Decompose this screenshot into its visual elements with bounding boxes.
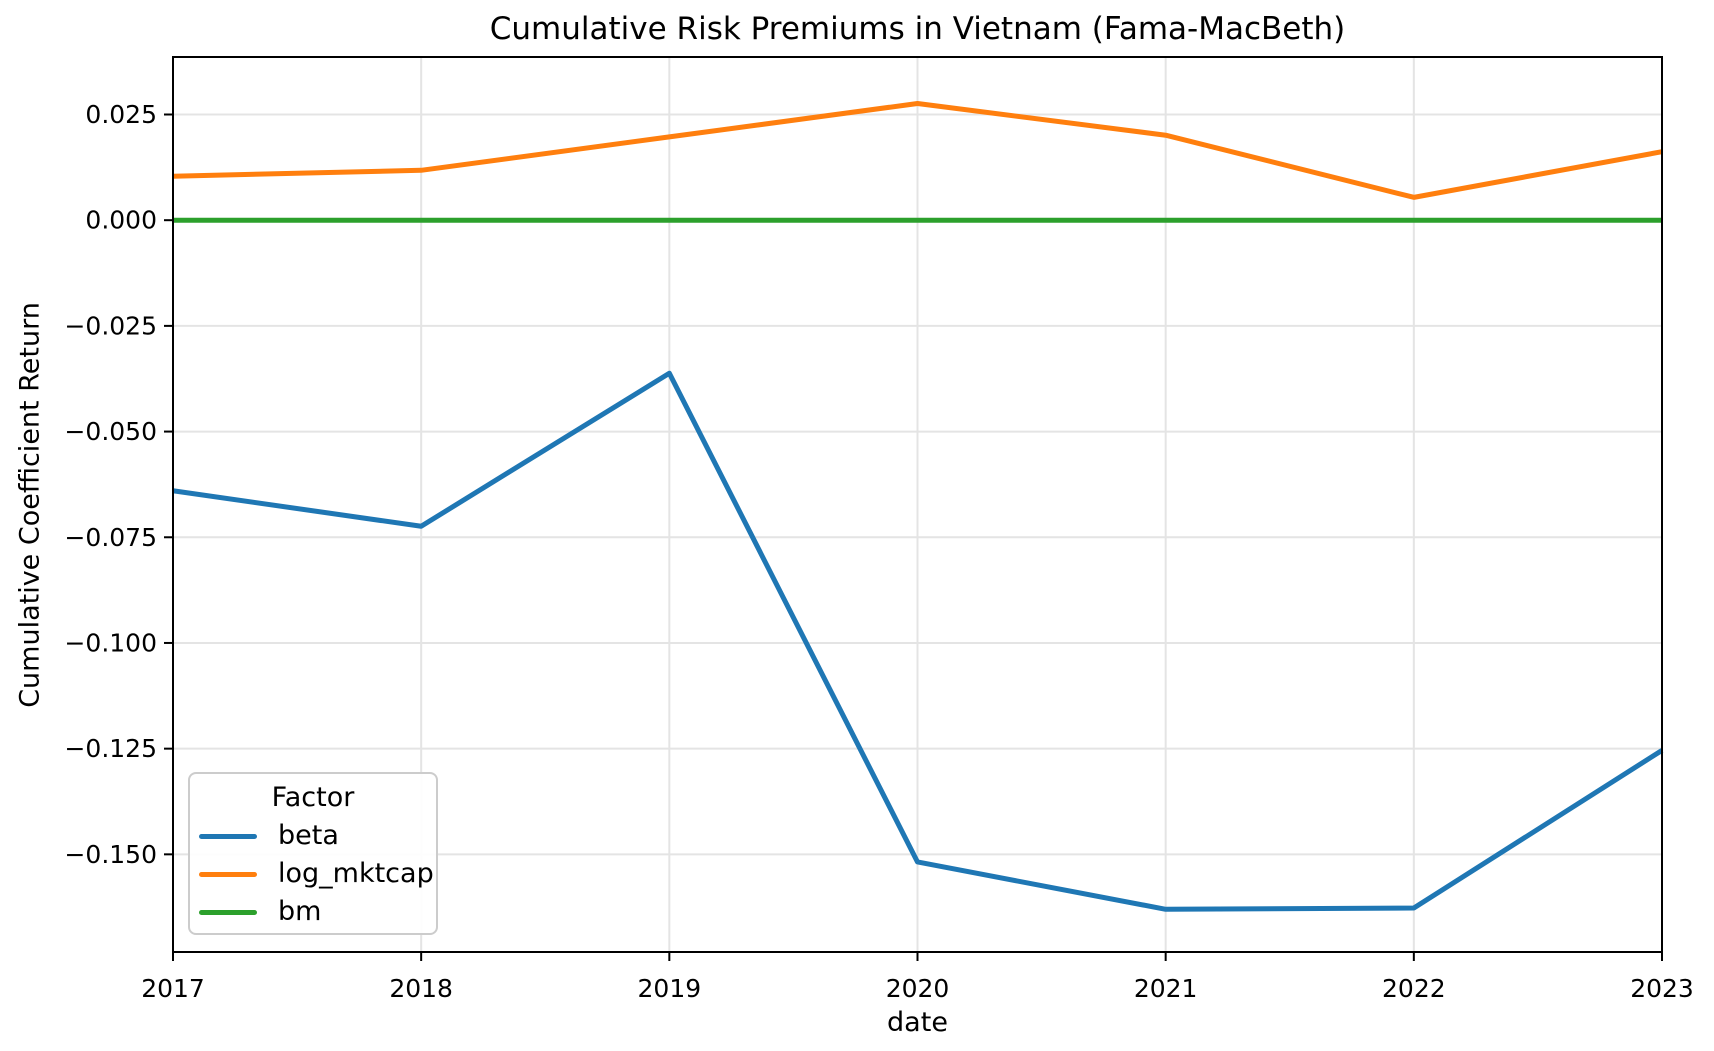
y-tick-label: −0.150 (64, 840, 157, 869)
series-line-beta (172, 370, 1664, 912)
x-tick-label: 2019 (638, 974, 702, 1003)
y-tick-label: −0.075 (64, 523, 157, 552)
x-tick-label: 2017 (141, 974, 205, 1003)
legend-item-beta: beta (190, 817, 436, 855)
legend-swatch-bm (199, 909, 257, 915)
y-tick-label: −0.050 (64, 417, 157, 446)
legend-item-log-mktcap: log_mktcap (190, 855, 436, 893)
x-tick-label: 2021 (1134, 974, 1198, 1003)
chart-title: Cumulative Risk Premiums in Vietnam (Fam… (489, 11, 1346, 47)
y-tick-label: −0.125 (64, 734, 157, 763)
legend-label-beta: beta (278, 820, 339, 851)
series-line-log_mktcap (172, 101, 1663, 200)
y-tick-label: −0.025 (64, 311, 157, 340)
legend-item-bm: bm (190, 893, 436, 931)
legend-swatch-beta (199, 833, 257, 839)
y-axis-label: Cumulative Coefficient Return (14, 302, 46, 708)
legend: Factor beta log_mktcap bm (188, 772, 438, 935)
y-tick-label: 0.000 (85, 206, 157, 235)
x-tick-label: 2020 (886, 974, 950, 1003)
legend-label-bm: bm (278, 896, 322, 927)
x-tick-label: 2018 (389, 974, 453, 1003)
legend-label-log-mktcap: log_mktcap (278, 858, 434, 889)
y-tick-label: 0.025 (85, 100, 157, 129)
x-axis-label: date (887, 1007, 948, 1038)
legend-swatch-log-mktcap (199, 871, 257, 877)
legend-title: Factor (271, 782, 355, 813)
x-tick-label: 2023 (1630, 974, 1694, 1003)
x-tick-label: 2022 (1382, 974, 1446, 1003)
y-tick-label: −0.100 (64, 628, 157, 657)
